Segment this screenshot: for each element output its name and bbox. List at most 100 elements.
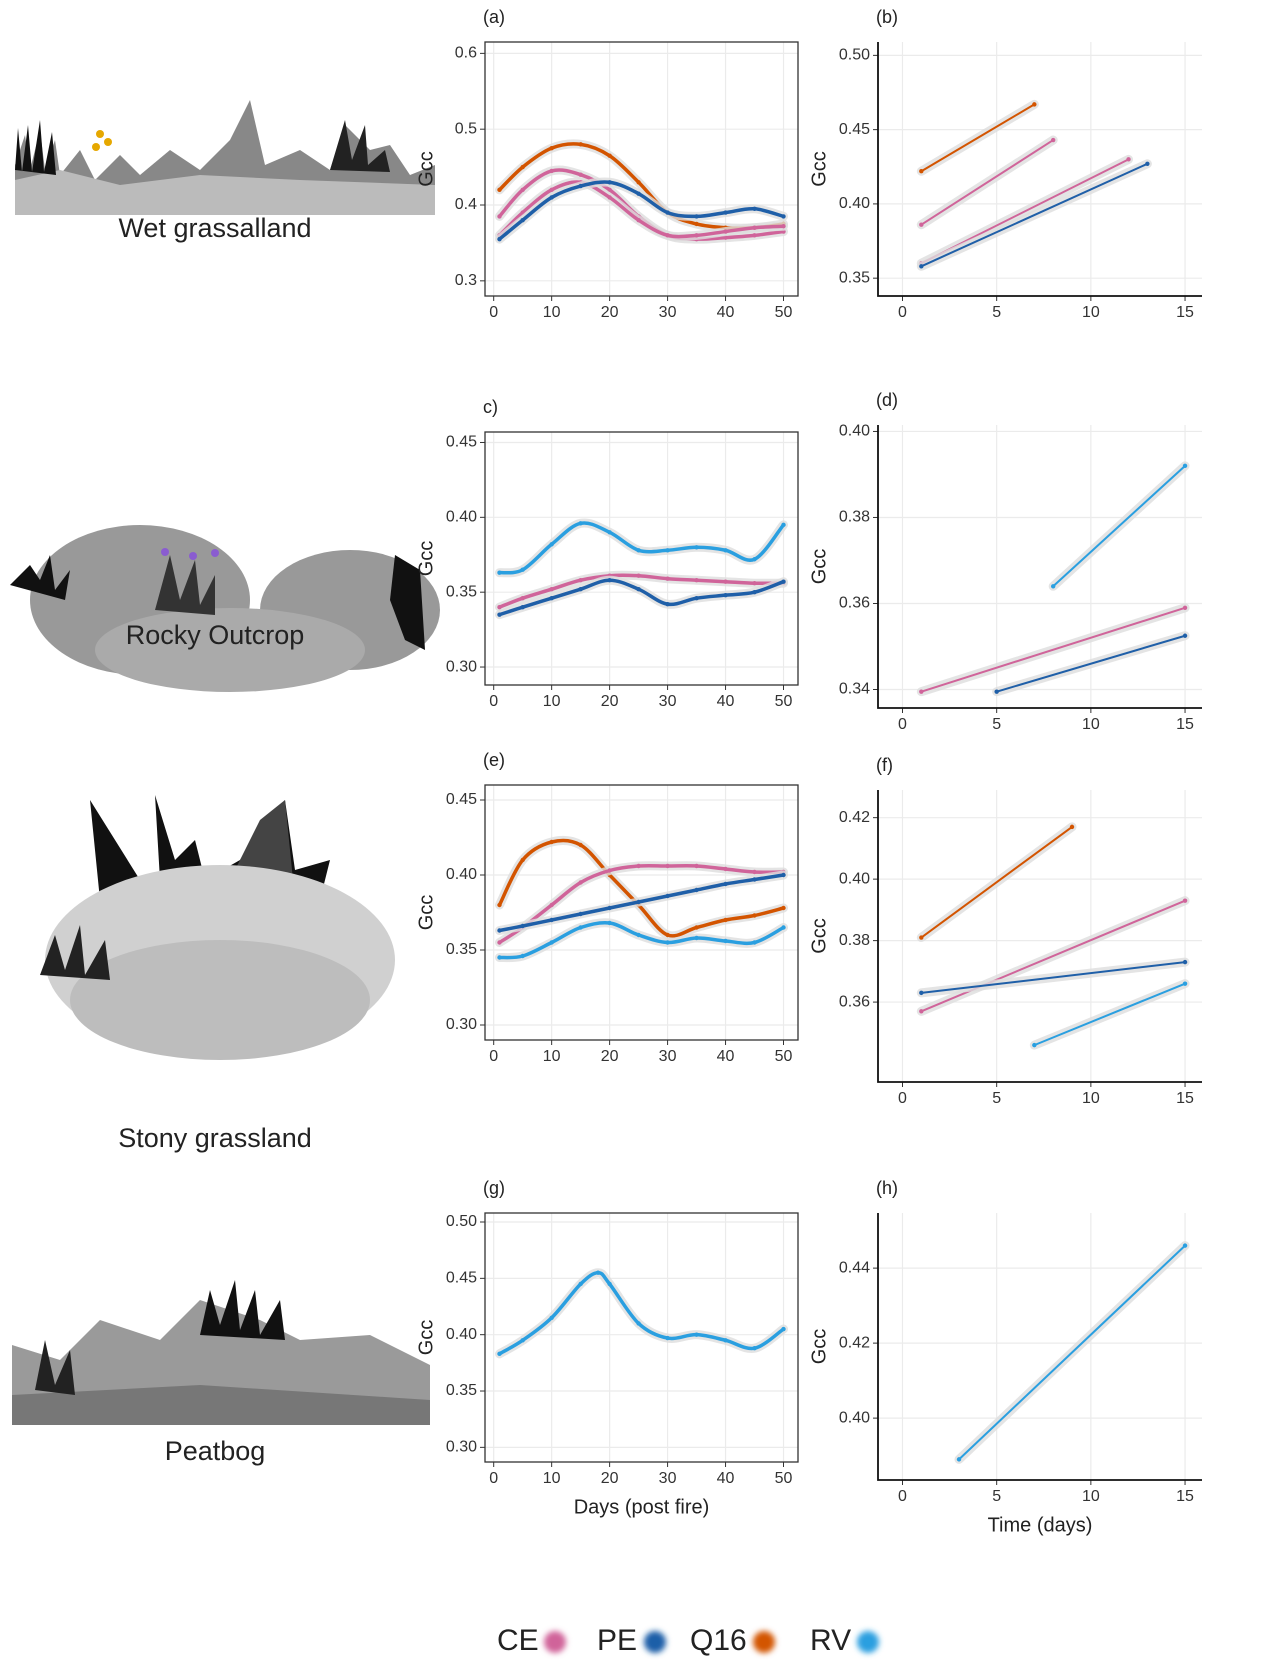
data-point (1182, 981, 1188, 986)
data-point (994, 689, 999, 694)
data-point (694, 233, 699, 238)
x-tick-label: 5 (992, 304, 1001, 321)
data-point (607, 187, 612, 193)
data-point (919, 264, 924, 269)
data-point (607, 920, 612, 926)
data-point (723, 548, 728, 553)
y-axis-label: Gcc (808, 1329, 830, 1365)
y-tick-label: 0.40 (446, 866, 477, 883)
data-point (723, 229, 728, 234)
data-point (781, 1326, 786, 1332)
panel-title: c) (483, 397, 498, 417)
panel-title: (b) (876, 7, 898, 27)
x-tick-label: 10 (1082, 1488, 1100, 1505)
panel: 0.30 0.35 0.40 0.45 0 10 20 30 40 50 c) Gcc (415, 397, 799, 710)
y-tick-label: 0.50 (839, 47, 870, 64)
stony-grassland-illustration (40, 795, 395, 1060)
data-point (520, 567, 525, 572)
data-point (752, 940, 757, 945)
data-point (752, 233, 757, 238)
data-point (1050, 137, 1056, 143)
x-tick-label: 40 (717, 693, 735, 710)
plot-frame (484, 431, 799, 686)
x-tick-label: 50 (775, 693, 793, 710)
habitat-label: Stony grassland (118, 1123, 312, 1153)
y-tick-label: 0.40 (839, 1409, 870, 1426)
x-tick-label: 15 (1176, 1488, 1194, 1505)
data-point (723, 917, 728, 923)
y-axis-label: Gcc (415, 541, 437, 577)
y-tick-label: 0.45 (446, 434, 477, 451)
data-point (919, 222, 924, 227)
data-point (723, 235, 728, 240)
panel: 0.34 0.36 0.38 0.40 0 5 10 15 (d) Gcc (808, 390, 1202, 733)
x-tick-label: 10 (1082, 304, 1100, 321)
data-point (781, 872, 786, 878)
x-tick-label: 0 (489, 693, 498, 710)
data-point (1182, 633, 1188, 638)
fit-line (920, 139, 1054, 226)
data-point (1145, 161, 1150, 167)
x-tick-label: 15 (1176, 304, 1194, 321)
data-point (578, 880, 583, 885)
data-point (723, 881, 728, 887)
confidence-band (494, 918, 789, 963)
data-point (497, 955, 502, 960)
x-tick-label: 0 (898, 304, 907, 321)
wet-grassland-illustration (15, 100, 435, 215)
data-point (578, 911, 583, 917)
y-tick-label: 0.45 (446, 791, 477, 808)
data-point (520, 164, 525, 170)
data-point (1182, 1243, 1188, 1248)
data-point (636, 573, 641, 578)
data-point (781, 214, 786, 219)
legend-swatch (544, 1631, 566, 1653)
data-point (549, 187, 554, 193)
legend-label: CE (497, 1624, 539, 1657)
panel: 0.40 0.42 0.44 0 5 10 15 (h) Gcc Time (days) (808, 1178, 1202, 1536)
peatbog-illustration (12, 1280, 430, 1425)
y-tick-label: 0.5 (455, 120, 477, 137)
data-point (549, 168, 554, 174)
data-point (497, 940, 502, 945)
y-tick-label: 0.36 (839, 993, 870, 1010)
x-tick-label: 40 (717, 304, 735, 321)
data-point (665, 210, 670, 215)
data-point (578, 925, 583, 930)
data-point (665, 548, 670, 553)
x-tick-label: 10 (1082, 1090, 1100, 1107)
axes (877, 425, 1202, 709)
data-point (549, 940, 554, 945)
data-point (1182, 898, 1188, 903)
y-axis-label: Gcc (808, 151, 830, 187)
data-point (1182, 463, 1188, 469)
x-axis-label: Time (days) (988, 1514, 1093, 1536)
data-point (919, 169, 924, 174)
data-point (781, 522, 786, 528)
fit-line (920, 899, 1186, 1013)
x-tick-label: 40 (717, 1048, 735, 1065)
x-tick-label: 15 (1176, 1090, 1194, 1107)
fit-line (1033, 982, 1186, 1047)
data-point (1050, 584, 1056, 589)
data-point (919, 935, 924, 940)
panel: 0.30 0.35 0.40 0.45 0.50 0 10 20 30 40 50 (g) Gcc Day… (415, 1178, 799, 1518)
data-point (694, 925, 699, 930)
data-point (723, 1338, 728, 1343)
data-point (665, 576, 670, 581)
data-point (1032, 102, 1037, 107)
x-tick-label: 50 (775, 1048, 793, 1065)
data-point (607, 195, 612, 200)
y-tick-label: 0.50 (446, 1213, 477, 1230)
rocky-outcrop-illustration (10, 525, 440, 692)
plot-frame (484, 41, 799, 297)
panel-title: (a) (483, 7, 505, 27)
data-point (665, 940, 670, 945)
data-point (723, 592, 728, 598)
data-point (694, 935, 699, 941)
data-point (636, 1321, 641, 1326)
legend-swatch (753, 1631, 775, 1653)
data-point (636, 217, 641, 223)
data-point (1126, 157, 1131, 162)
y-tick-label: 0.3 (455, 272, 477, 289)
